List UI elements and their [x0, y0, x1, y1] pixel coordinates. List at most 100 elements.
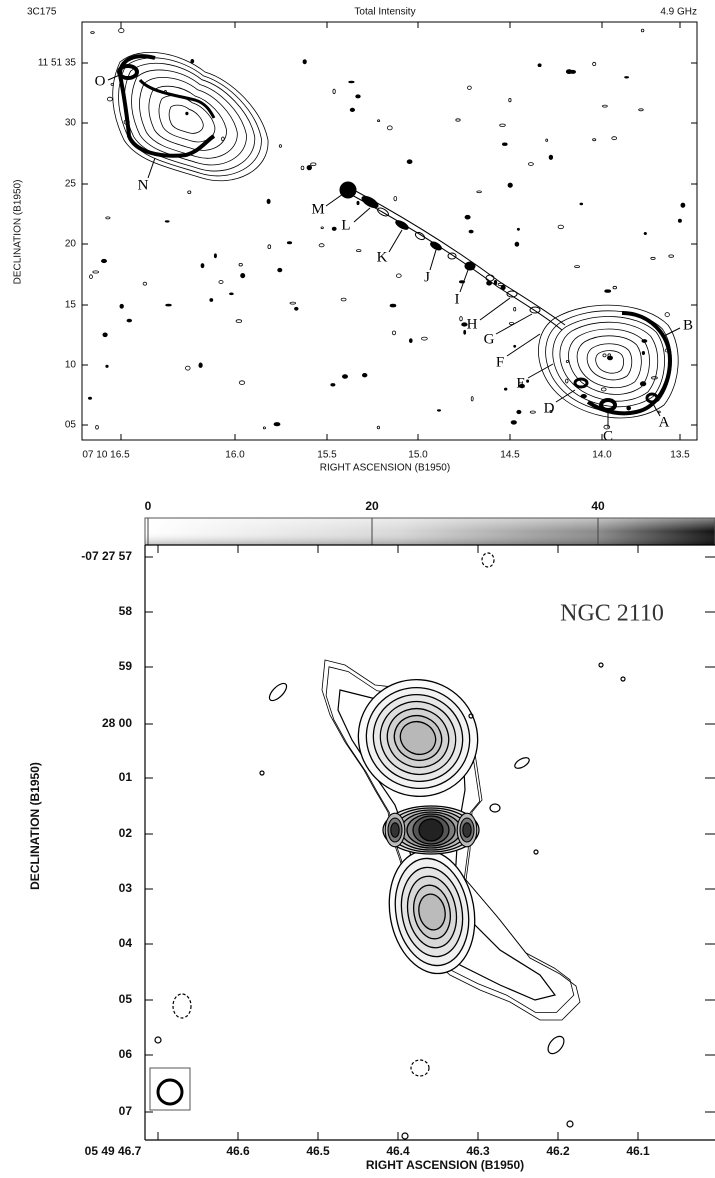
noise-contour: [332, 227, 336, 230]
noise-contour: [387, 126, 392, 130]
minor-contours: [267, 681, 290, 704]
x-tick-label: 16.0: [225, 450, 245, 461]
noise-contour: [515, 242, 519, 246]
noise-contour: [357, 201, 359, 204]
contour: [119, 58, 262, 176]
noise-contour: [517, 228, 519, 230]
component-label: I: [455, 291, 460, 307]
noise-contour: [301, 166, 304, 170]
jet: [360, 194, 380, 210]
noise-contour: [566, 360, 568, 362]
x-axis-label: RIGHT ASCENSION (B1950): [320, 463, 450, 474]
contour: [169, 105, 203, 133]
noise-contour: [422, 337, 428, 340]
noise-contour: [230, 293, 234, 295]
noise-contour: [603, 354, 606, 357]
noise-contour: [263, 427, 265, 429]
x-tick-label: 13.5: [670, 450, 690, 461]
tick-marks: [82, 22, 697, 440]
panel-3c175: 3C175 Total Intensity 4.9 GHz: [13, 7, 697, 474]
component-label: D: [544, 400, 555, 416]
x-tick-label: 05 49 46.7: [85, 1144, 142, 1158]
colorbar-tick-label: 20: [365, 499, 379, 513]
noise-contour: [267, 199, 270, 203]
x-tick-labels: 07 10 16.516.015.515.014.514.013.5: [82, 450, 690, 461]
component-label: G: [484, 331, 495, 347]
noise-contour: [188, 191, 191, 194]
noise-contour: [593, 62, 596, 65]
contour: [149, 86, 227, 150]
y-tick-label: 05: [65, 420, 77, 431]
noise-contour: [356, 250, 361, 252]
leader-lines: [664, 328, 680, 336]
panel-title: NGC 2110: [560, 601, 664, 627]
noise-contour: [307, 165, 312, 169]
hotspot: [575, 379, 587, 387]
component-label: O: [95, 73, 106, 89]
contour: [463, 823, 471, 837]
noise-contour: [166, 304, 172, 306]
noise-contour: [468, 86, 472, 89]
y-tick-label: -07 27 57: [81, 549, 132, 563]
noise-contour: [186, 366, 191, 370]
noise-contour: [460, 317, 463, 321]
y-tick-label: 02: [119, 826, 133, 840]
noise-contour: [321, 227, 323, 229]
y-tick-label: 58: [119, 604, 133, 618]
y-tick-label: 59: [119, 659, 133, 673]
y-tick-label: 28 00: [102, 716, 132, 730]
noise-contour: [678, 219, 681, 222]
component-label: H: [467, 316, 478, 332]
noise-contour: [575, 266, 580, 268]
minor-contours: [513, 756, 531, 771]
x-tick-label: 15.0: [408, 450, 428, 461]
noise-contour: [639, 109, 644, 111]
noise-contour: [268, 245, 271, 249]
noise-contour: [303, 60, 306, 64]
x-tick-label: 46.2: [546, 1144, 570, 1158]
minor-contours: [534, 850, 538, 854]
y-tick-label: 03: [119, 881, 133, 895]
noise-contour: [644, 232, 646, 234]
y-tick-label: 15: [65, 300, 77, 311]
x-tick-label: 46.3: [466, 1144, 490, 1158]
jet: [486, 275, 494, 281]
noise-contour: [642, 351, 644, 354]
y-tick-labels: 11 51 35302520151005: [38, 58, 77, 431]
noise-contour: [342, 375, 347, 379]
noise-contour: [514, 345, 516, 347]
noise-contour: [504, 388, 507, 390]
colorbar-tick-label: 40: [591, 499, 605, 513]
noise-contour: [549, 155, 553, 159]
minor-contours: [545, 1033, 567, 1056]
noise-contour: [502, 143, 507, 146]
noise-contour: [509, 98, 511, 101]
y-axis-label: DECLINATION (B1950): [13, 180, 24, 285]
hotspot: [647, 394, 657, 402]
noise-contour: [477, 191, 482, 193]
minor-contours: [599, 663, 603, 667]
noise-contour: [186, 112, 188, 115]
noise-contour: [165, 221, 169, 223]
noise-contour: [106, 217, 110, 219]
colorbar-shade: [145, 518, 715, 545]
noise-contour: [437, 410, 440, 412]
noise-contour: [558, 225, 563, 229]
minor-contours: [411, 1060, 429, 1076]
noise-contour: [362, 373, 367, 377]
contour: [560, 322, 658, 401]
component-label: B: [683, 317, 693, 333]
noise-contour: [241, 273, 245, 277]
jet: [340, 182, 356, 198]
noise-contour: [681, 203, 685, 207]
noise-contour: [570, 70, 576, 73]
minor-contours: [490, 804, 500, 812]
noise-contour: [331, 384, 335, 387]
minor-contours: [567, 1121, 573, 1127]
noise-contour: [514, 307, 516, 311]
y-tick-label: 11 51 35: [38, 58, 77, 69]
noise-contour: [669, 255, 674, 257]
noise-contour: [295, 307, 299, 310]
minor-contours: [402, 1133, 408, 1139]
component-label: N: [138, 177, 149, 193]
